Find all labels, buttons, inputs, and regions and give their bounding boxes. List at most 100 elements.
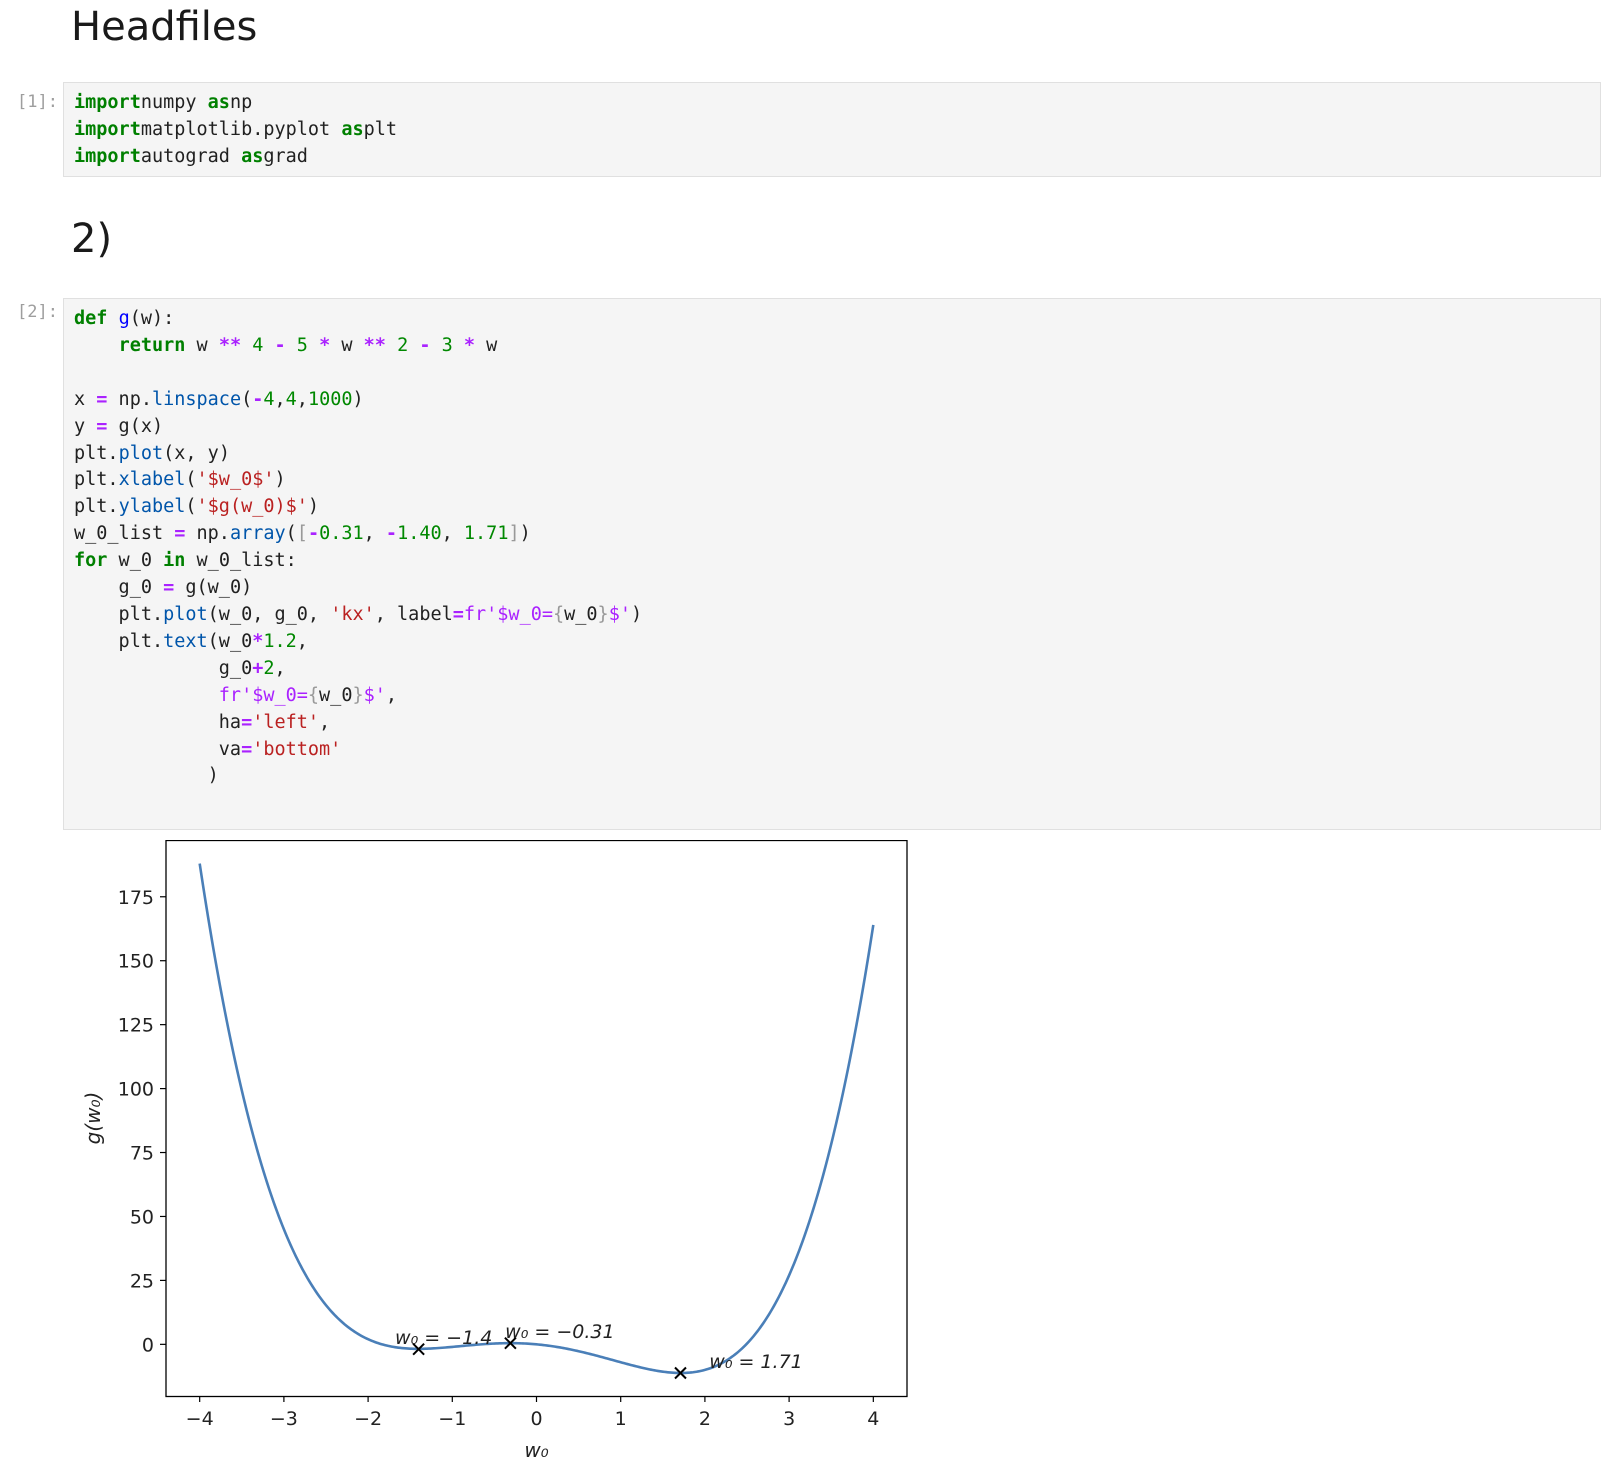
code-token: - xyxy=(307,523,320,545)
data-point-label: w₀ = 1.71 xyxy=(709,1351,802,1373)
code-token: = xyxy=(241,738,253,760)
code-token: numpy xyxy=(140,92,208,113)
code-token: '$g(w_0)$' xyxy=(196,496,308,518)
code-token: = xyxy=(96,415,108,437)
code-token: plt xyxy=(363,118,398,140)
code-token: plot xyxy=(118,442,164,464)
code-line: va='bottom' xyxy=(74,738,342,760)
code-token: = xyxy=(452,603,464,625)
code-token: y xyxy=(74,415,97,437)
code-line: importautograd asgrad xyxy=(74,146,308,167)
code-token: plt. xyxy=(74,469,119,491)
code-token: } xyxy=(352,684,364,706)
code-token xyxy=(286,335,297,356)
y-tick-label: 0 xyxy=(142,1334,154,1356)
code-token xyxy=(74,685,219,706)
code-token: g xyxy=(118,308,130,329)
cell-prompt-2: [2]: xyxy=(17,302,58,322)
x-axis-label: w₀ xyxy=(524,1438,548,1462)
code-token: ** xyxy=(363,334,386,356)
code-token: * xyxy=(319,334,331,356)
code-token: (w): xyxy=(129,308,175,329)
code-token: plt. xyxy=(74,603,164,625)
code-token: ) xyxy=(274,469,286,491)
code-token: 'kx' xyxy=(330,603,375,625)
y-tick-label: 25 xyxy=(130,1270,154,1292)
code-token xyxy=(408,335,419,356)
code-token: va xyxy=(74,738,242,760)
code-line: for w_0 in w_0_list: xyxy=(74,550,297,571)
y-tick-label: 100 xyxy=(118,1079,154,1101)
series-line xyxy=(198,863,875,1375)
code-token: = xyxy=(163,577,175,599)
code-token: x xyxy=(74,388,97,410)
x-tick-label: 2 xyxy=(699,1408,711,1430)
code-token: np. xyxy=(107,388,152,410)
code-line: x = np.linspace(-4,4,1000) xyxy=(74,389,364,410)
code-token: ** xyxy=(218,334,242,356)
code-token: = xyxy=(174,523,186,545)
heading-section-2: 2) xyxy=(71,216,113,262)
code-token: 3 xyxy=(441,334,453,356)
output-plot: −4 −3 −2 −1 0 1 2 3 4 0 25 50 75 100 125 150 175 w₀ g(w₀) w… xyxy=(81,840,908,1462)
code-token: 5 xyxy=(296,334,308,356)
code-token: fr'$w_0= xyxy=(218,684,308,706)
code-editor-1[interactable]: importnumpy asnp importmatplotlib.pyplot… xyxy=(64,83,1600,178)
code-token: array xyxy=(229,523,286,545)
code-token: as xyxy=(341,118,364,140)
code-token: w_0_list xyxy=(74,523,175,545)
data-point-label: w₀ = −1.4 xyxy=(395,1327,492,1349)
code-token: + xyxy=(252,657,264,679)
code-token: plot xyxy=(163,603,208,625)
code-token: g(w_0) xyxy=(174,577,253,599)
x-tick-label: −4 xyxy=(186,1408,214,1430)
code-cell-2[interactable]: def g(w): return w ** 4 - 5 * w ** 2 - 3… xyxy=(63,298,1601,830)
y-tick-label: 150 xyxy=(118,951,154,973)
code-token: , xyxy=(296,388,308,410)
code-token: np. xyxy=(185,523,230,545)
code-token: 1.2 xyxy=(263,630,297,652)
code-token: (w_0, g_0, xyxy=(207,603,331,625)
code-token: xlabel xyxy=(118,469,186,491)
code-token: import xyxy=(74,92,141,113)
code-token: as xyxy=(241,145,264,167)
code-token: ( xyxy=(185,469,197,491)
code-token: ] xyxy=(508,523,520,545)
code-line: g_0 = g(w_0) xyxy=(74,577,253,599)
code-token: ) xyxy=(352,388,364,410)
code-token: [ xyxy=(296,523,308,545)
code-token: '$w_0$' xyxy=(196,469,275,491)
code-line: return w ** 4 - 5 * w ** 2 - 3 * w xyxy=(74,334,498,356)
code-line: ha='left', xyxy=(74,712,330,733)
code-token: $' xyxy=(363,684,386,706)
code-token: text xyxy=(163,630,208,652)
code-token: 1.40 xyxy=(397,523,442,545)
y-axis-label: g(w₀) xyxy=(81,1092,105,1145)
code-token: ) xyxy=(74,765,219,787)
code-token: w xyxy=(475,334,498,356)
code-token: ylabel xyxy=(118,496,186,518)
code-line: fr'$w_0={w_0}$', xyxy=(74,685,397,706)
code-token: ( xyxy=(241,388,253,410)
x-tick-label: 3 xyxy=(783,1408,795,1430)
code-token: w xyxy=(330,334,364,356)
y-tick-label: 175 xyxy=(118,887,154,909)
code-token: = xyxy=(241,711,253,733)
code-token: np xyxy=(229,92,253,113)
code-token xyxy=(107,308,118,329)
code-token: , xyxy=(441,523,464,545)
code-line: plt.plot(x, y) xyxy=(74,443,230,464)
x-tick-label: 0 xyxy=(530,1408,542,1430)
code-token: * xyxy=(252,630,264,652)
code-cell-1[interactable]: importnumpy asnp importmatplotlib.pyplot… xyxy=(63,82,1601,177)
code-editor-2[interactable]: def g(w): return w ** 4 - 5 * w ** 2 - 3… xyxy=(64,299,1600,797)
code-token: , xyxy=(274,657,286,679)
x-tick-label: −1 xyxy=(438,1408,466,1430)
code-token: import xyxy=(74,145,141,167)
code-token: 1000 xyxy=(307,388,353,410)
code-token: * xyxy=(463,334,476,356)
code-token: } xyxy=(597,603,609,625)
code-token: - xyxy=(274,334,286,356)
code-token: - xyxy=(385,523,398,545)
code-token: $' xyxy=(608,603,631,625)
